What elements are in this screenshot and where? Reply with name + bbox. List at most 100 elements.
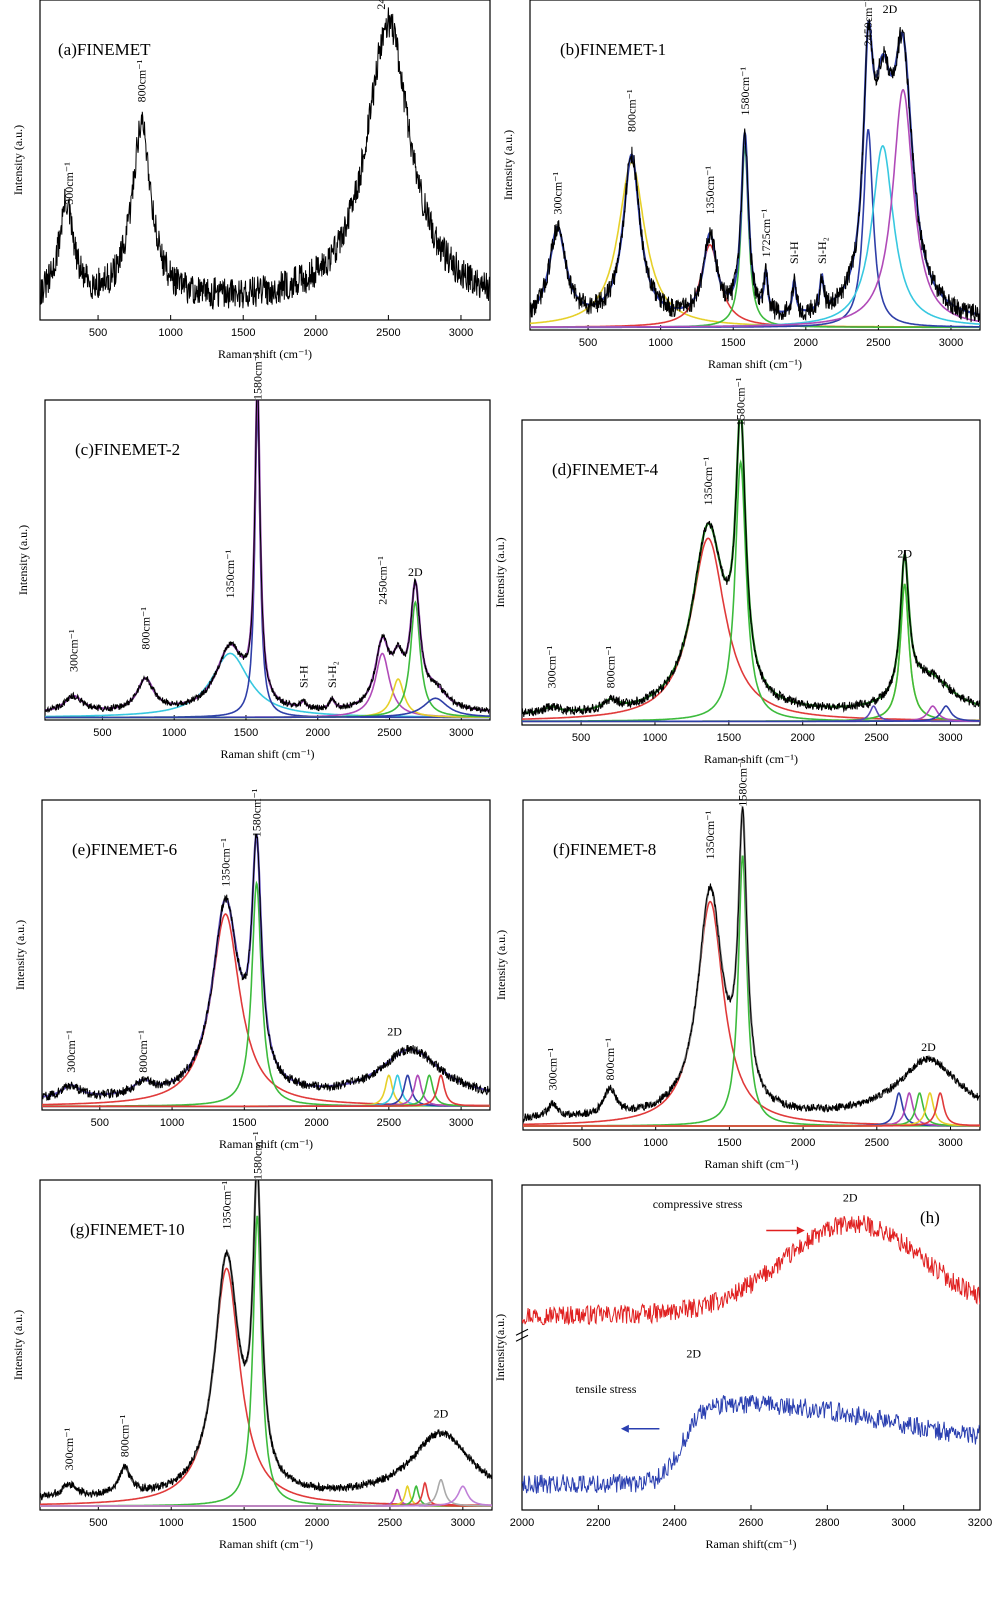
fit-component — [45, 697, 490, 719]
axis-break — [515, 1328, 529, 1342]
peak-annotation: 300cm⁻¹ — [64, 1030, 78, 1073]
x-tick-label: 3000 — [449, 327, 473, 339]
fit-component — [522, 459, 980, 722]
x-tick-label: 2000 — [304, 1117, 328, 1129]
peak-annotation: Si-H₂ — [815, 237, 829, 264]
panel-title: (d)FINEMET-4 — [552, 460, 659, 479]
peak-annotation: 800cm⁻¹ — [604, 645, 618, 688]
peak-annotation: Si-H — [787, 241, 801, 264]
x-tick-label: 1500 — [231, 327, 255, 339]
x-tick-label: 2500 — [377, 1117, 401, 1129]
x-tick-label: 2400 — [662, 1517, 686, 1529]
x-tick-label: 2000 — [305, 1517, 329, 1529]
y-axis-label: Intensity (a.u.) — [11, 125, 25, 195]
x-tick-label: 2200 — [586, 1517, 610, 1529]
peak-annotation: 2450cm⁻¹ — [375, 556, 389, 605]
fit-component — [42, 1074, 490, 1108]
peak-annotation: 2D — [387, 1025, 402, 1039]
x-tick-label: 1000 — [160, 1117, 184, 1129]
fit-component — [522, 537, 980, 722]
x-tick-label: 1000 — [158, 327, 182, 339]
plot-frame — [521, 419, 981, 726]
panel-d: 500 1000 1500 2000 2500 3000 Raman shift (cm⁻¹… — [493, 377, 981, 766]
peak-annotation: 1350cm⁻¹ — [701, 456, 715, 505]
peak-annotation: 300cm⁻¹ — [545, 1047, 559, 1090]
plot-frame — [44, 399, 491, 721]
x-tick-label: 1500 — [717, 732, 741, 744]
plot-frame — [39, 1179, 493, 1511]
peak-annotation: 2450cm⁻¹ — [374, 0, 388, 10]
peak-annotation: 2450cm⁻¹ — [861, 0, 875, 46]
x-tick-label: 2600 — [739, 1517, 763, 1529]
x-tick-label: 1500 — [232, 1517, 256, 1529]
x-tick-label: 500 — [91, 1117, 109, 1129]
x-tick-label: 500 — [573, 1137, 591, 1149]
y-axis-label: Intensity (a.u.) — [11, 1310, 25, 1380]
fit-component — [523, 1091, 980, 1127]
x-tick-label: 1000 — [648, 337, 672, 349]
x-tick-label: 500 — [89, 1517, 107, 1529]
x-tick-label: 2500 — [865, 1137, 889, 1149]
peak-annotation: 1350cm⁻¹ — [220, 1181, 234, 1230]
peak-annotation: 1580cm⁻¹ — [734, 377, 748, 426]
panel-g: 500 1000 1500 2000 2500 3000 Raman shift (cm⁻¹… — [11, 1131, 493, 1551]
x-axis-label: Raman shift (cm⁻¹) — [219, 1137, 313, 1151]
peak-annotation: 1580cm⁻¹ — [250, 788, 264, 837]
peak-annotation: 2D — [883, 2, 898, 16]
peak-annotation: 800cm⁻¹ — [625, 89, 639, 132]
x-tick-label: 1000 — [643, 732, 667, 744]
peak-annotation: 300cm⁻¹ — [62, 162, 76, 205]
fit-component — [522, 705, 980, 723]
x-tick-label: 2000 — [791, 1137, 815, 1149]
raw-spectrum — [45, 400, 490, 715]
x-tick-label: 2800 — [815, 1517, 839, 1529]
peak-annotation: 300cm⁻¹ — [62, 1427, 76, 1470]
x-tick-label: 3000 — [939, 337, 963, 349]
y-axis-label: Intensity (a.u.) — [501, 130, 515, 200]
panel-f: 500 1000 1500 2000 2500 3000 Raman shift (cm⁻¹… — [494, 758, 981, 1171]
raw-spectrum — [40, 7, 490, 311]
peak-annotation: 1725cm⁻¹ — [759, 208, 773, 257]
x-axis-label: Raman shift(cm⁻¹) — [706, 1537, 797, 1551]
x-tick-label: 500 — [579, 337, 597, 349]
peak-annotation: 300cm⁻¹ — [545, 645, 559, 688]
series-line — [522, 1395, 980, 1494]
x-tick-label: 2000 — [305, 727, 329, 739]
x-tick-label: 2000 — [304, 327, 328, 339]
plot-frame — [522, 799, 981, 1131]
raw-spectrum — [42, 833, 490, 1102]
x-tick-label: 2000 — [510, 1517, 534, 1529]
plot-frame — [529, 0, 981, 331]
arrow-head — [620, 1424, 629, 1433]
peak-annotation: 2D — [686, 1346, 701, 1360]
peak-annotation: 1350cm⁻¹ — [223, 549, 237, 598]
x-tick-label: 3000 — [451, 1517, 475, 1529]
peak-annotation: 1580cm⁻¹ — [250, 1131, 264, 1180]
x-tick-label: 500 — [93, 727, 111, 739]
raw-spectrum — [523, 806, 980, 1123]
y-axis-label: Intensity (a.u.) — [16, 525, 30, 595]
x-axis-label: Raman shift (cm⁻¹) — [708, 357, 802, 371]
x-tick-label: 1500 — [234, 727, 258, 739]
panel-title: (b)FINEMET-1 — [560, 40, 666, 59]
x-tick-label: 3000 — [449, 727, 473, 739]
plot-frame — [521, 1184, 981, 1511]
x-tick-label: 3000 — [449, 1117, 473, 1129]
fit-component — [40, 1215, 492, 1507]
y-axis-label: Intensity (a.u.) — [494, 930, 508, 1000]
peak-annotation: Si-H₂ — [325, 661, 339, 688]
x-tick-label: 1500 — [717, 1137, 741, 1149]
peak-annotation: 300cm⁻¹ — [551, 172, 565, 215]
peak-annotation: 1350cm⁻¹ — [703, 166, 717, 215]
peak-annotation: 800cm⁻¹ — [118, 1414, 132, 1457]
fit-envelope — [45, 400, 490, 712]
peak-annotation: Si-H — [296, 665, 310, 688]
x-tick-label: 2000 — [790, 732, 814, 744]
x-tick-label: 1000 — [643, 1137, 667, 1149]
peak-annotation: 800cm⁻¹ — [136, 1030, 150, 1073]
x-tick-label: 3000 — [938, 732, 962, 744]
raw-spectrum — [530, 18, 980, 323]
peak-annotation: 2D — [921, 1040, 936, 1054]
panel-title: (f)FINEMET-8 — [553, 840, 656, 859]
x-axis-label: Raman shift (cm⁻¹) — [218, 347, 312, 361]
